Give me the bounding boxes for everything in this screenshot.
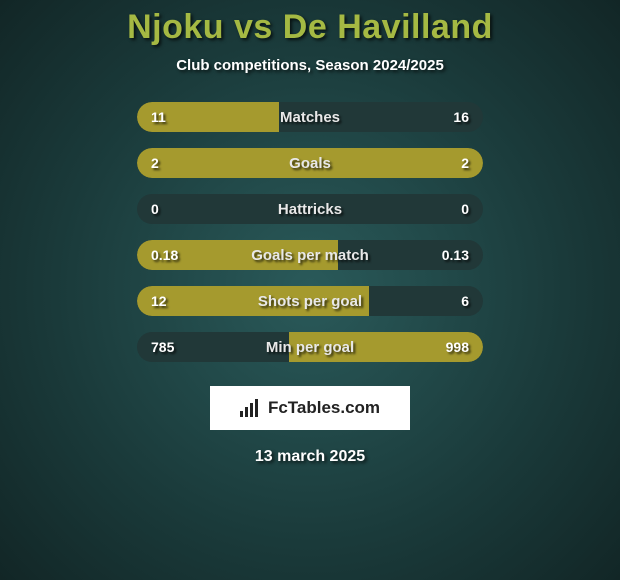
stat-value-right: 0 bbox=[461, 201, 469, 217]
stat-row: 0 0Hattricks bbox=[137, 194, 483, 224]
stat-row: 126Shots per goal bbox=[137, 286, 483, 316]
stat-value-left: 12 bbox=[151, 293, 167, 309]
stat-row: 785998Min per goal bbox=[137, 332, 483, 362]
stat-value-left: 0 bbox=[151, 201, 159, 217]
stat-value-right: 16 bbox=[453, 109, 469, 125]
comparison-date: 13 march 2025 bbox=[255, 448, 365, 466]
stat-value-right: 998 bbox=[446, 339, 469, 355]
player-left-name: Njoku bbox=[127, 8, 224, 46]
stat-row: 0.180.13Goals per match bbox=[137, 240, 483, 270]
stat-value-left: 2 bbox=[151, 155, 159, 171]
stat-bar: 126Shots per goal bbox=[137, 286, 483, 316]
stat-label: Hattricks bbox=[137, 201, 483, 218]
stat-value-left: 11 bbox=[151, 109, 166, 125]
player-right-name: De Havilland bbox=[283, 8, 493, 46]
stat-bar: 1116Matches bbox=[137, 102, 483, 132]
stat-value-left: 785 bbox=[151, 339, 174, 355]
comparison-title: Njoku vs De Havilland bbox=[127, 8, 493, 47]
stat-value-right: 6 bbox=[461, 293, 469, 309]
stat-value-right: 0.13 bbox=[442, 247, 469, 263]
stat-row: 22Goals bbox=[137, 148, 483, 178]
stat-fill-left bbox=[137, 286, 369, 316]
stat-bar: 22Goals bbox=[137, 148, 483, 178]
season-subtitle: Club competitions, Season 2024/2025 bbox=[176, 57, 444, 74]
stat-bar: 0 0Hattricks bbox=[137, 194, 483, 224]
stat-row: 1116Matches bbox=[137, 102, 483, 132]
stat-value-right: 2 bbox=[461, 155, 469, 171]
stat-value-left: 0.18 bbox=[151, 247, 178, 263]
stat-fill-left bbox=[137, 148, 310, 178]
stat-bar: 0.180.13Goals per match bbox=[137, 240, 483, 270]
vs-label: vs bbox=[234, 8, 273, 46]
bars-icon bbox=[240, 399, 262, 417]
stat-fill-right bbox=[310, 148, 483, 178]
attribution-text: FcTables.com bbox=[268, 398, 380, 418]
stat-bar: 785998Min per goal bbox=[137, 332, 483, 362]
attribution-badge: FcTables.com bbox=[210, 386, 410, 430]
